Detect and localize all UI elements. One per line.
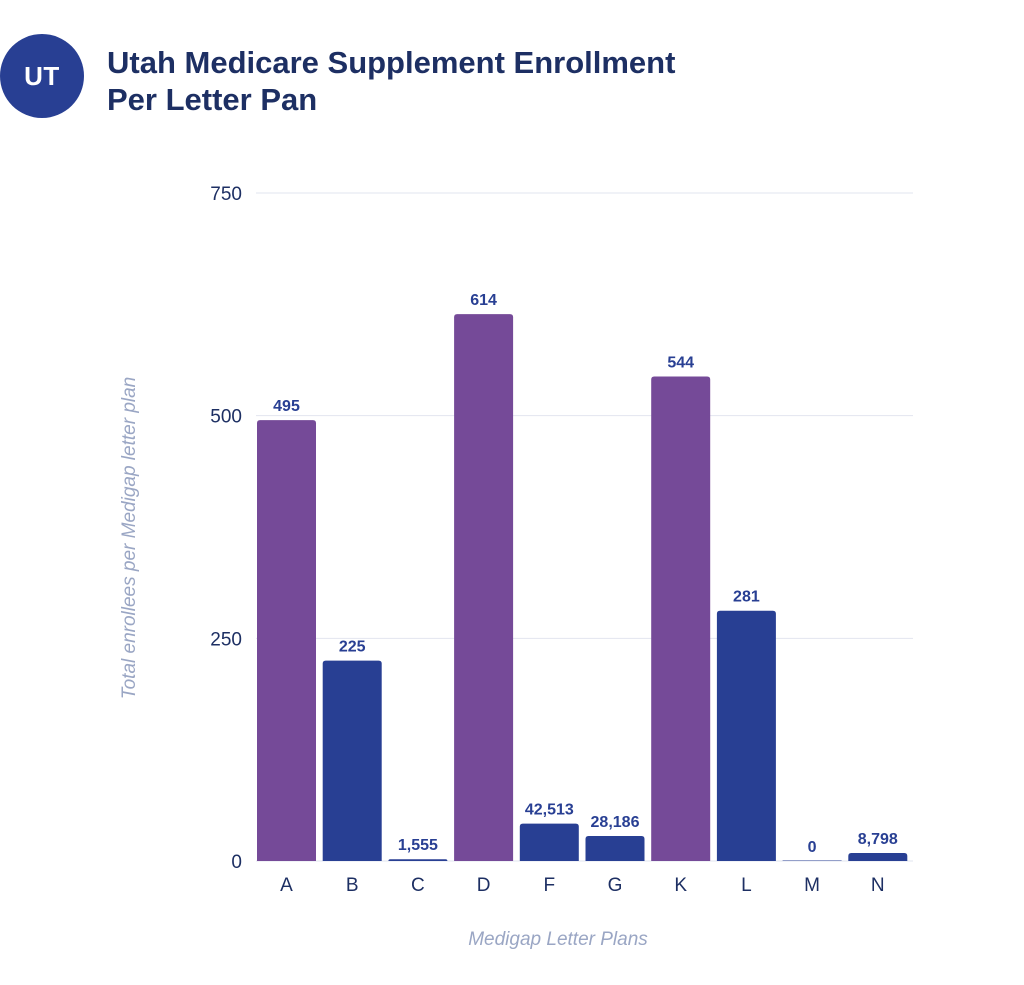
- bar-C: [388, 859, 448, 861]
- bar-L: [716, 610, 776, 861]
- x-tick-label-L: L: [741, 875, 752, 896]
- data-label-B: 225: [339, 639, 366, 656]
- y-tick-label-0: 0: [231, 852, 242, 873]
- chart-title: Utah Medicare Supplement Enrollment Per …: [107, 44, 675, 118]
- bar-F: [519, 823, 579, 861]
- chart-title-line-1: Utah Medicare Supplement Enrollment: [107, 45, 676, 80]
- data-label-G: 28,186: [591, 814, 640, 831]
- x-tick-label-K: K: [674, 875, 687, 896]
- bar-B: [322, 660, 382, 861]
- x-tick-label-B: B: [346, 875, 359, 896]
- y-axis-title: Total enrollees per Medigap letter plan: [119, 377, 140, 700]
- data-label-L: 281: [733, 589, 760, 606]
- x-tick-label-F: F: [543, 875, 555, 896]
- x-tick-label-M: M: [804, 875, 820, 896]
- bar-G: [585, 836, 645, 861]
- data-label-N: 8,798: [858, 831, 898, 848]
- data-label-A: 495: [273, 398, 300, 415]
- data-label-F: 42,513: [525, 802, 574, 819]
- bar-M: [782, 860, 842, 861]
- data-label-M: 0: [808, 839, 817, 856]
- x-tick-label-A: A: [280, 875, 293, 896]
- data-label-C: 1,555: [398, 837, 438, 854]
- y-tick-label-500: 500: [210, 407, 242, 428]
- x-tick-label-C: C: [411, 875, 425, 896]
- state-badge-text: UT: [24, 60, 60, 91]
- y-tick-label-250: 250: [210, 629, 242, 650]
- bar-D: [454, 314, 514, 861]
- chart-title-line-2: Per Letter Pan: [107, 82, 318, 117]
- x-tick-label-D: D: [477, 875, 491, 896]
- x-axis-title: Medigap Letter Plans: [468, 929, 648, 950]
- bar-N: [848, 852, 908, 861]
- bar-K: [651, 376, 711, 861]
- x-tick-label-G: G: [608, 875, 623, 896]
- bar-A: [257, 420, 316, 861]
- state-badge: UT: [0, 34, 84, 118]
- data-label-D: 614: [470, 292, 497, 309]
- x-tick-label-N: N: [871, 875, 885, 896]
- y-tick-label-750: 750: [210, 184, 242, 205]
- data-label-K: 544: [667, 354, 694, 371]
